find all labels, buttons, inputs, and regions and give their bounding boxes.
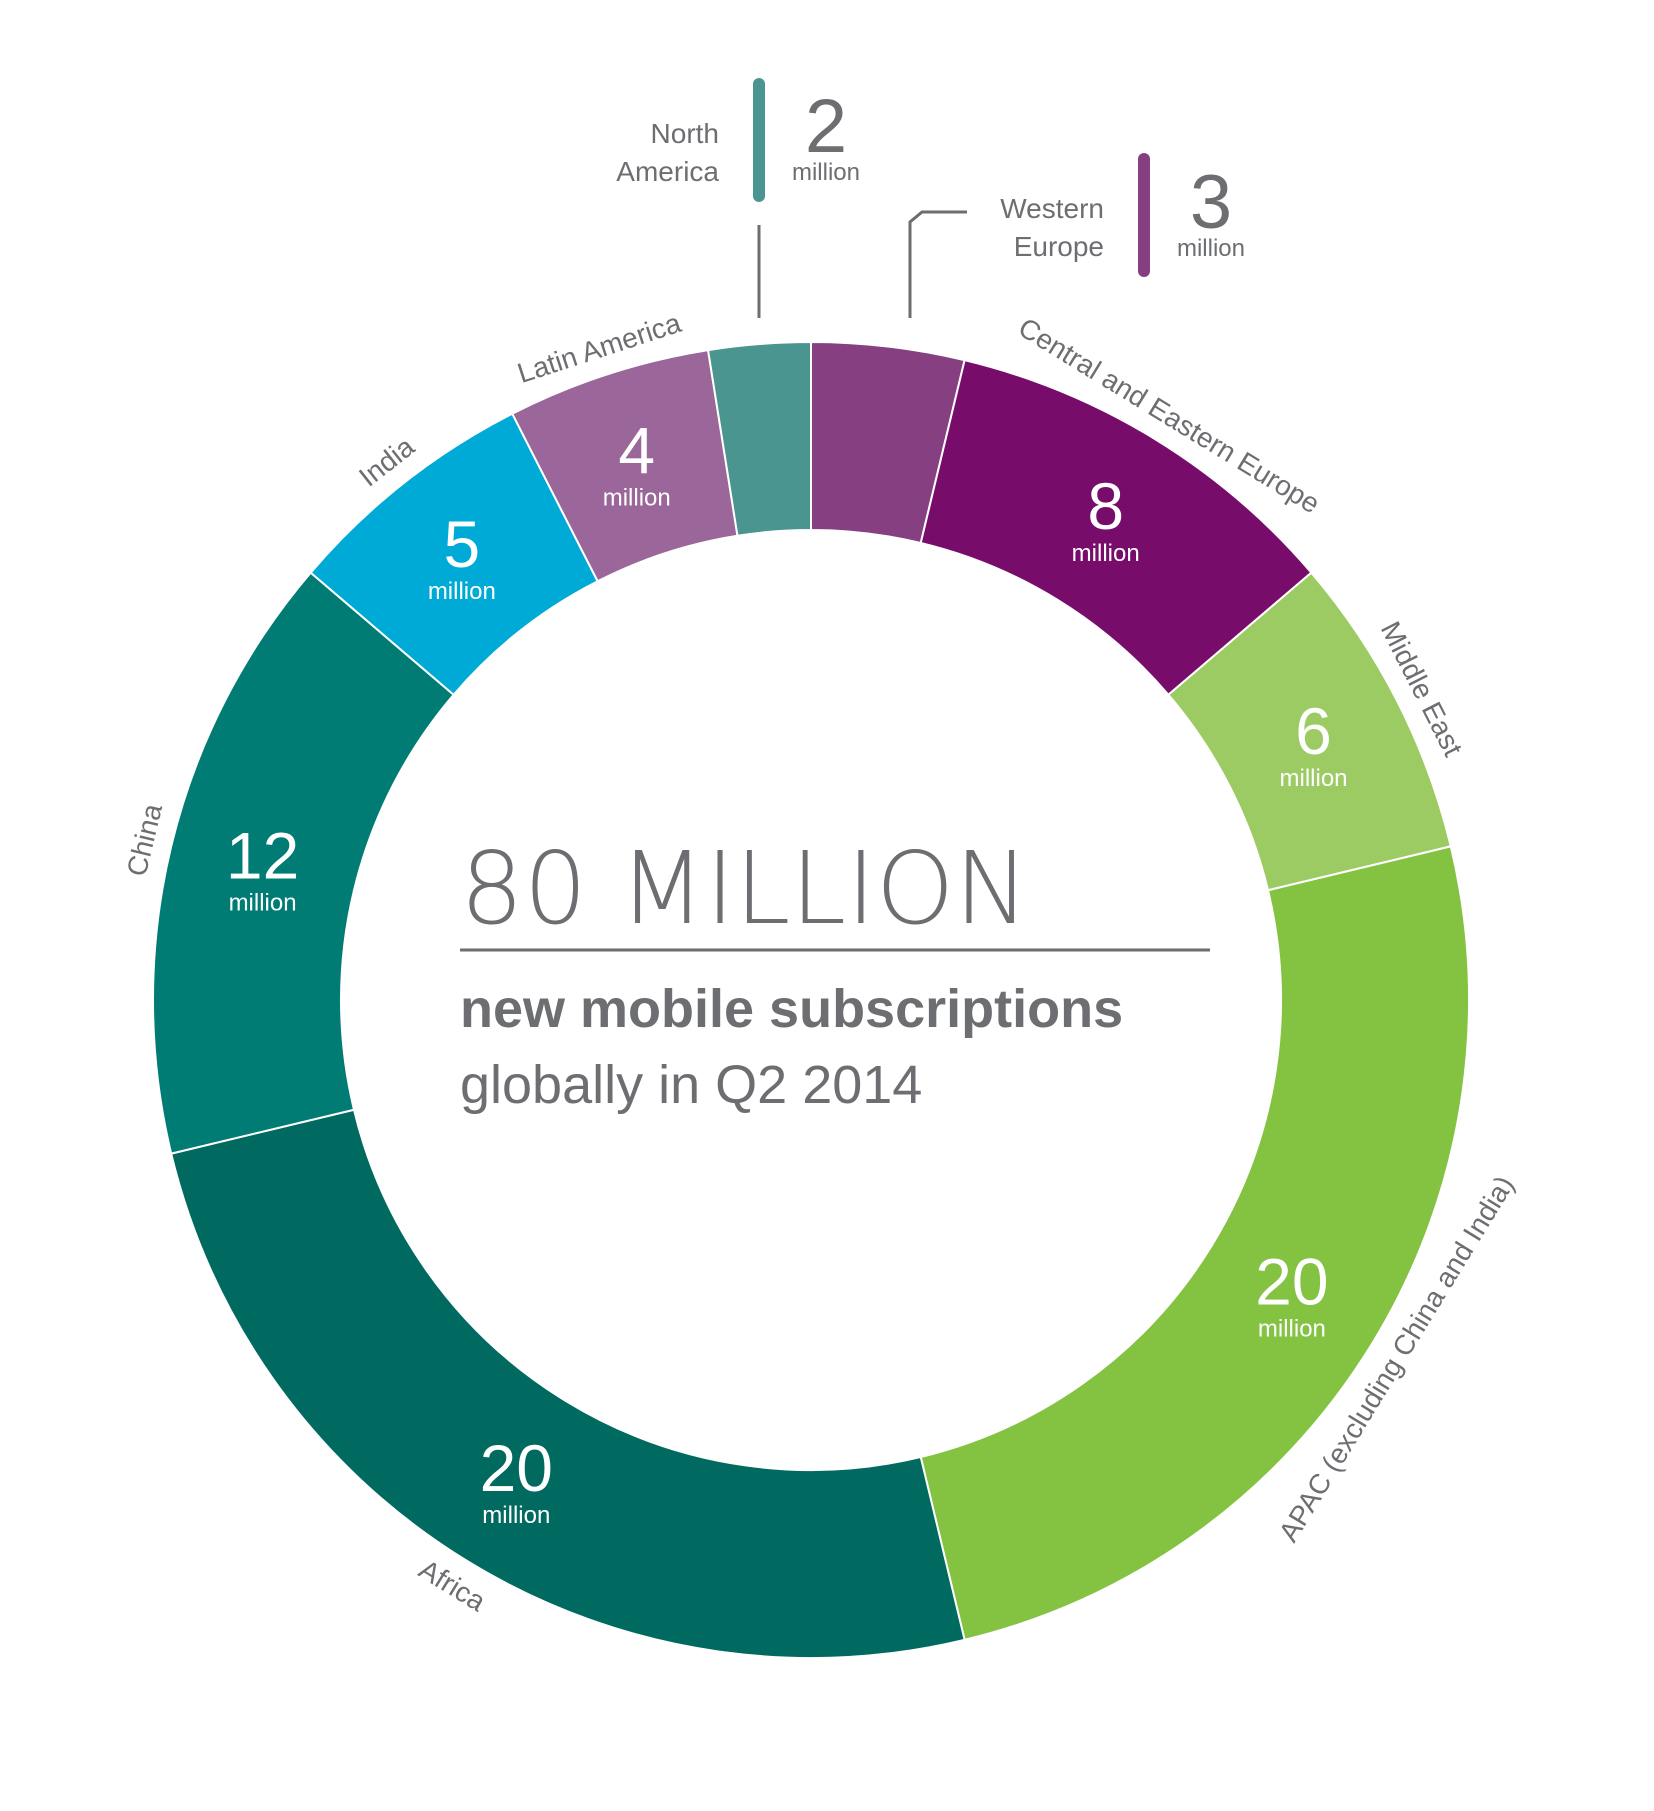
callout-western-europe-unit: million [1177, 235, 1245, 262]
callout-north-america-label-line1: North [651, 118, 719, 149]
callout-western-europe-value: 3 [1190, 160, 1232, 245]
segment-unit-africa: million [482, 1502, 550, 1529]
segment-value-central-and-eastern-europe: 8 [1087, 469, 1124, 543]
segment-unit-central-and-eastern-europe: million [1072, 540, 1140, 567]
segment-value-africa: 20 [480, 1431, 553, 1505]
callout-north-america: North America 2 million [616, 78, 860, 318]
segment-value-middle-east: 6 [1295, 694, 1332, 768]
segment-label-china: China [121, 800, 168, 879]
segment-value-apac-excluding-china-and-india: 20 [1255, 1245, 1328, 1319]
segment-china [152, 571, 456, 1155]
center-title: 80 MILLION [460, 830, 1029, 947]
segment-africa [169, 1108, 966, 1659]
callout-western-europe: Western Europe 3 million [908, 153, 1245, 318]
segment-value-latin-america: 4 [618, 414, 655, 488]
center-subtitle-line2: globally in Q2 2014 [460, 1055, 922, 1115]
callout-western-europe-label-line1: Western [1000, 193, 1104, 224]
segment-value-india: 5 [443, 507, 480, 581]
callouts: North America 2 million Western Europe 3… [616, 78, 1245, 318]
callout-western-europe-leader [908, 210, 967, 318]
callout-north-america-unit: million [792, 159, 860, 186]
donut-segments [152, 340, 1470, 1659]
callout-north-america-label-line2: America [616, 156, 719, 187]
segment-apac-excluding-china-and-india [919, 845, 1470, 1642]
segment-unit-latin-america: million [603, 485, 671, 512]
segment-unit-china: million [229, 889, 297, 916]
segment-unit-india: million [428, 578, 496, 605]
callout-north-america-value: 2 [805, 84, 847, 169]
center-summary: 80 MILLION new mobile subscriptions glob… [460, 830, 1210, 1115]
segment-unit-apac-excluding-china-and-india: million [1258, 1316, 1326, 1343]
segment-value-china: 12 [226, 818, 299, 892]
segment-north-america [706, 340, 812, 537]
segment-unit-middle-east: million [1280, 765, 1348, 792]
center-subtitle-line1: new mobile subscriptions [460, 979, 1123, 1039]
callout-western-europe-label-line2: Europe [1014, 231, 1104, 262]
